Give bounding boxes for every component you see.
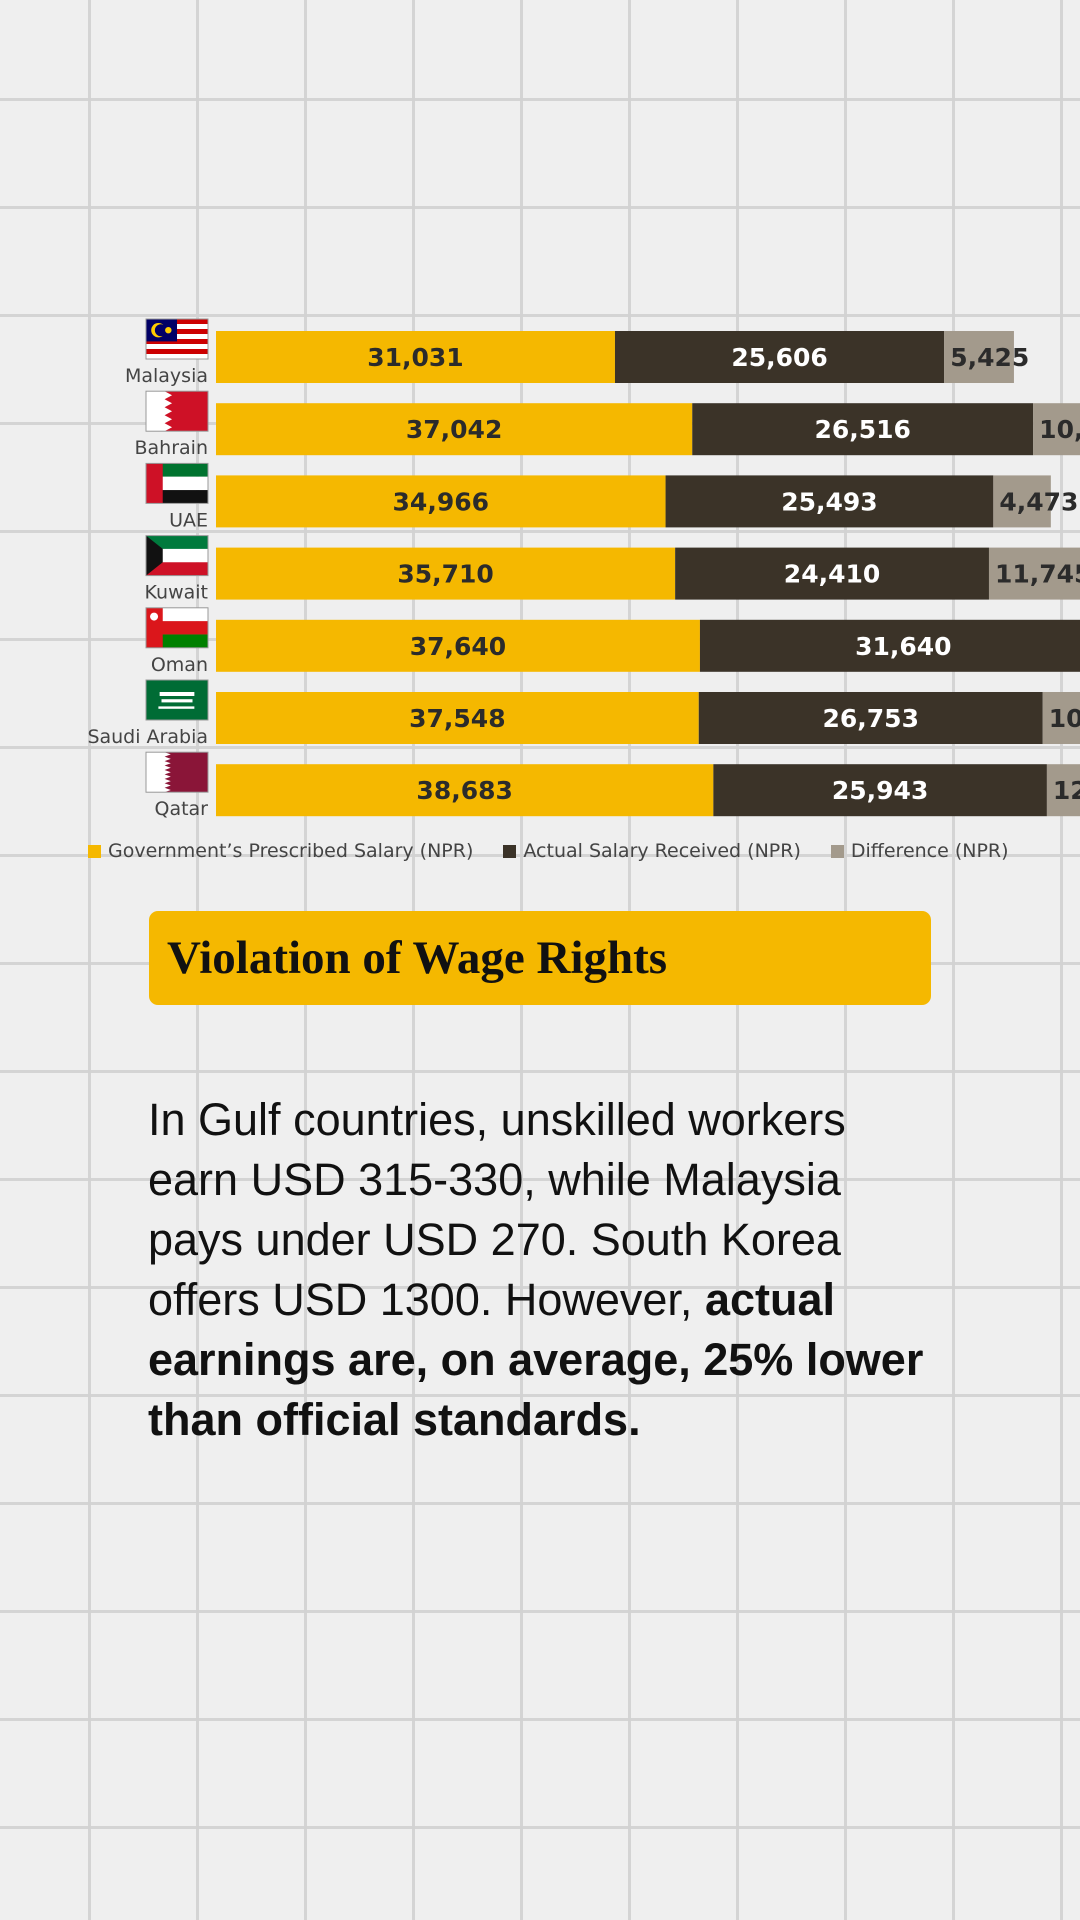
qatar-flag-icon xyxy=(145,751,209,793)
category-label-malaysia: Malaysia xyxy=(125,365,208,387)
data-label-kuwait-difference: 11,745 xyxy=(995,560,1080,589)
body-text-bold: actual earnings are, on average, 25% low… xyxy=(148,1274,924,1445)
bar-kuwait-difference xyxy=(988,547,1080,600)
data-label-qatar-prescribed: 38,683 xyxy=(416,776,512,805)
chart-legend: Government’s Prescribed Salary (NPR) Act… xyxy=(88,840,1009,862)
bar-saudi-arabia-prescribed xyxy=(216,692,699,744)
category-label-qatar: Qatar xyxy=(154,798,208,820)
category-label-kuwait: Kuwait xyxy=(145,582,208,604)
data-label-uae-prescribed: 34,966 xyxy=(393,487,489,516)
data-label-malaysia-difference: 5,425 xyxy=(950,343,1029,372)
data-label-malaysia-actual: 25,606 xyxy=(731,343,827,372)
bar-qatar-difference xyxy=(1046,764,1080,817)
saudi-arabia-flag-icon xyxy=(145,679,209,721)
legend-label: Government’s Prescribed Salary (NPR) xyxy=(108,840,474,862)
oman-flag-icon xyxy=(145,607,209,649)
data-label-oman-actual: 31,640 xyxy=(855,632,951,661)
category-label-saudi-arabia: Saudi Arabia xyxy=(87,726,208,748)
data-label-qatar-difference: 12,740 xyxy=(1053,776,1080,805)
bar-bahrain-actual xyxy=(692,403,1034,456)
legend-label: Difference (NPR) xyxy=(850,840,1009,862)
bar-oman-prescribed xyxy=(216,619,700,672)
uae-flag-icon xyxy=(145,462,209,504)
legend-item-actual: Actual Salary Received (NPR) xyxy=(503,840,801,862)
legend-item-difference: Difference (NPR) xyxy=(830,840,1009,862)
bar-uae-prescribed xyxy=(216,475,666,528)
legend-swatch xyxy=(830,844,844,858)
bar-saudi-arabia-actual xyxy=(698,692,1043,744)
legend-swatch xyxy=(88,844,101,858)
kuwait-flag-icon xyxy=(145,535,209,577)
section-banner: Violation of Wage Rights xyxy=(149,911,931,1005)
bar-qatar-prescribed xyxy=(216,764,714,817)
legend-label: Actual Salary Received (NPR) xyxy=(523,840,801,862)
data-label-saudi-arabia-actual: 26,753 xyxy=(823,704,919,733)
data-label-uae-actual: 25,493 xyxy=(781,487,877,516)
malaysia-flag-icon xyxy=(145,318,209,360)
bar-malaysia-difference xyxy=(944,331,1014,383)
data-label-bahrain-prescribed: 37,042 xyxy=(406,415,502,444)
data-label-saudi-arabia-prescribed: 37,548 xyxy=(409,704,505,733)
legend-item-prescribed: Government’s Prescribed Salary (NPR) xyxy=(88,840,473,862)
stacked-bar-chart: Malaysia 31,031 25,606 5,425 Bahrain 37,042 26… xyxy=(87,318,1080,820)
body-text-regular: In Gulf countries, unskilled workers ear… xyxy=(148,1094,846,1325)
bar-malaysia-prescribed xyxy=(216,331,615,383)
data-label-bahrain-difference: 10,526 xyxy=(1039,415,1080,444)
body-paragraph: In Gulf countries, unskilled workers ear… xyxy=(148,1090,948,1450)
data-label-kuwait-actual: 24,410 xyxy=(784,560,880,589)
bar-bahrain-difference xyxy=(1033,403,1080,456)
banner-title: Violation of Wage Rights xyxy=(167,932,668,984)
bar-malaysia-actual xyxy=(614,331,945,383)
bar-qatar-actual xyxy=(713,764,1047,817)
data-label-qatar-actual: 25,943 xyxy=(832,776,928,805)
category-label-oman: Oman xyxy=(151,654,208,676)
bar-oman-actual xyxy=(699,619,1080,672)
data-label-kuwait-prescribed: 35,710 xyxy=(397,560,493,589)
legend-swatch xyxy=(503,844,517,858)
bar-bahrain-prescribed xyxy=(216,403,693,456)
bar-uae-actual xyxy=(665,475,994,528)
data-label-malaysia-prescribed: 31,031 xyxy=(367,343,463,372)
category-label-uae: UAE xyxy=(169,509,208,531)
bar-kuwait-prescribed xyxy=(216,547,676,600)
data-label-uae-difference: 4,473 xyxy=(999,487,1078,516)
data-label-bahrain-actual: 26,516 xyxy=(814,415,910,444)
bar-saudi-arabia-difference xyxy=(1042,692,1080,744)
data-label-oman-prescribed: 37,640 xyxy=(410,632,506,661)
data-label-saudi-arabia-difference: 10,795 xyxy=(1049,704,1080,733)
bar-uae-difference xyxy=(993,475,1051,528)
bahrain-flag-icon xyxy=(145,390,209,432)
category-label-bahrain: Bahrain xyxy=(135,437,209,459)
bar-kuwait-actual xyxy=(675,547,989,600)
